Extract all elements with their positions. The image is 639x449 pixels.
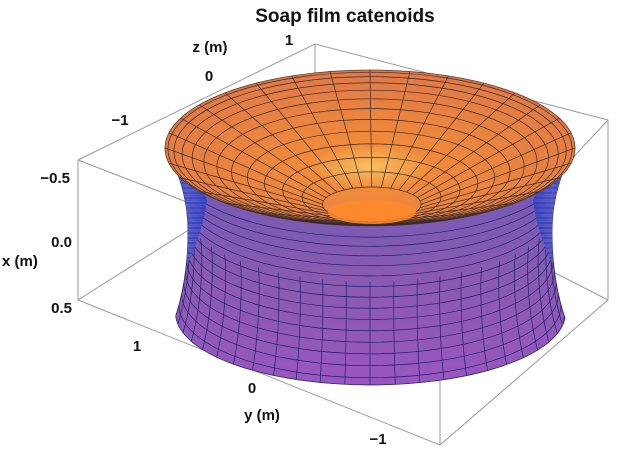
meridian-line: [393, 281, 396, 385]
top-spoke: [255, 82, 345, 191]
meridian-line: [272, 272, 280, 378]
top-spoke: [199, 190, 331, 215]
top-spoke: [291, 75, 354, 189]
top-spoke: [406, 202, 515, 217]
x-tick: 0.5: [51, 300, 72, 317]
top-spoke: [180, 177, 327, 212]
chart-title: Soap film catenoids: [255, 6, 434, 27]
z-tick: 0: [205, 68, 213, 85]
y-axis-label: y (m): [244, 407, 280, 424]
meridian-line: [498, 261, 508, 367]
meridian-line: [319, 279, 324, 385]
meridian-line: [537, 238, 550, 343]
x-axis-label: x (m): [2, 253, 38, 270]
x-tick: −0.5: [40, 170, 70, 187]
top-spoke: [369, 70, 373, 188]
top-spoke: [419, 162, 572, 209]
z-tick: −1: [111, 112, 128, 129]
catenoid-surface: [164, 69, 576, 386]
z-tick: 1: [285, 32, 293, 49]
top-spoke: [224, 92, 338, 193]
y-tick: 1: [133, 338, 141, 355]
throat-highlight: [328, 200, 416, 224]
top-spoke: [412, 104, 541, 195]
meridian-line: [215, 254, 226, 359]
top-spoke: [199, 104, 331, 195]
top-spoke: [165, 147, 323, 205]
top-spoke: [180, 117, 327, 198]
meridian-line: [295, 276, 301, 383]
top-spoke: [256, 212, 345, 220]
meridian-line: [416, 279, 421, 385]
meridian-line: [232, 261, 242, 367]
latitude-line: [183, 194, 557, 267]
top-spoke: [381, 71, 411, 188]
z-axis-label: z (m): [193, 39, 228, 56]
top-spoke: [168, 132, 324, 202]
latitude-line: [185, 205, 555, 277]
top-spoke: [168, 162, 324, 209]
top-spoke: [406, 92, 516, 193]
top-spoke: [225, 202, 337, 217]
top-spoke: [390, 75, 449, 189]
meridian-line: [190, 238, 203, 343]
top-spoke: [412, 190, 541, 215]
meridian-line: [201, 246, 213, 351]
meridian-line: [344, 281, 347, 385]
top-spoke: [419, 132, 572, 202]
meridian-line: [439, 276, 445, 383]
top-spoke: [399, 212, 484, 220]
x-tick: 0.0: [51, 234, 72, 251]
meridian-line: [527, 246, 539, 351]
meridian-line: [480, 267, 489, 373]
y-tick: 0: [248, 380, 256, 397]
top-spoke: [329, 71, 363, 188]
top-mesh: [165, 70, 575, 226]
top-spoke: [417, 177, 560, 212]
top-spoke: [420, 147, 575, 205]
meridian-line: [460, 272, 468, 378]
top-spoke: [398, 82, 485, 191]
meridian-line: [251, 267, 260, 373]
meridian-line: [514, 254, 525, 359]
top-spoke: [417, 117, 560, 198]
y-tick: −1: [369, 431, 386, 448]
